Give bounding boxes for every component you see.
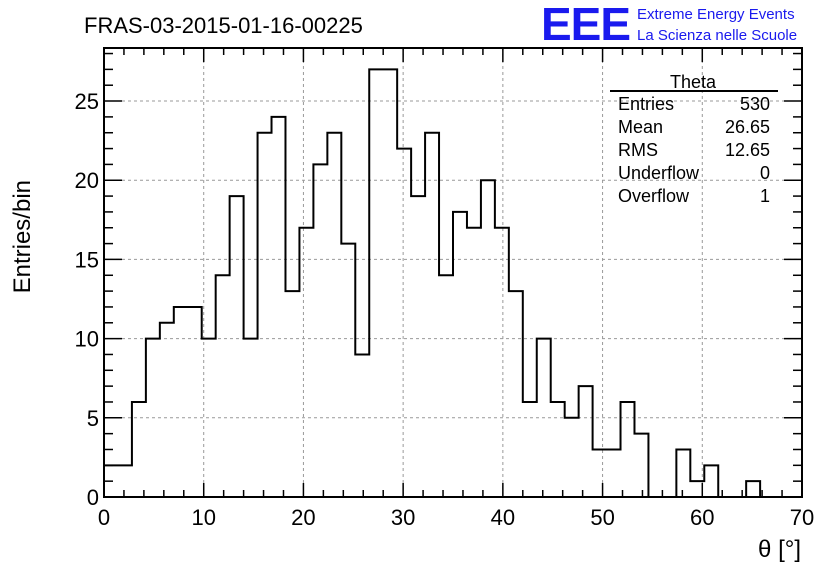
stats-row-label: Underflow — [618, 163, 700, 183]
plot-frame — [103, 47, 803, 498]
y-tick-label: 0 — [87, 485, 99, 510]
x-tick-label: 70 — [790, 505, 814, 530]
stats-rows: Entries 530 Mean 26.65 RMS 12.65 Underflow 0 Ove… — [618, 94, 770, 206]
stats-row-label: Mean — [618, 117, 663, 137]
y-tick-label: 20 — [75, 168, 99, 193]
eee-logo: EEE Extreme Energy Events La Scienza nel… — [541, 0, 797, 50]
stats-row-label: RMS — [618, 140, 658, 160]
y-tick-label: 25 — [75, 89, 99, 114]
y-tick-label: 15 — [75, 247, 99, 272]
x-tick-label: 0 — [98, 505, 110, 530]
logo-mark: EEE — [541, 0, 630, 50]
x-tick-label: 50 — [590, 505, 614, 530]
chart-title: FRAS-03-2015-01-16-00225 — [84, 13, 363, 38]
stats-row-value: 1 — [760, 186, 770, 206]
x-axis-title: θ [°] — [758, 536, 801, 563]
stats-name: Theta — [670, 72, 717, 92]
stats-row-label: Overflow — [618, 186, 690, 206]
stats-row-value: 0 — [760, 163, 770, 183]
stats-row-label: Entries — [618, 94, 674, 114]
y-tick-label: 5 — [87, 406, 99, 431]
stats-box: Theta Entries 530 Mean 26.65 RMS 12.65 Underfl… — [610, 72, 778, 206]
logo-line2: La Scienza nelle Scuole — [637, 27, 797, 44]
x-tick-label: 60 — [690, 505, 714, 530]
stats-row-value: 530 — [740, 94, 770, 114]
x-tick-label: 30 — [391, 505, 415, 530]
y-tick-label: 10 — [75, 327, 99, 352]
stats-row-value: 26.65 — [725, 117, 770, 137]
stats-row-value: 12.65 — [725, 140, 770, 160]
x-tick-label: 20 — [291, 505, 315, 530]
histogram-step-line — [103, 68, 802, 498]
x-tick-label: 40 — [491, 505, 515, 530]
logo-line1: Extreme Energy Events — [637, 6, 795, 23]
y-tick-labels: 0 5 10 15 20 25 — [75, 89, 99, 510]
y-axis-title: Entries/bin — [9, 180, 36, 293]
grid-lines — [104, 48, 802, 497]
axis-ticks — [103, 48, 803, 498]
x-tick-labels: 0 10 20 30 40 50 60 70 — [98, 505, 814, 530]
x-tick-label: 10 — [191, 505, 215, 530]
